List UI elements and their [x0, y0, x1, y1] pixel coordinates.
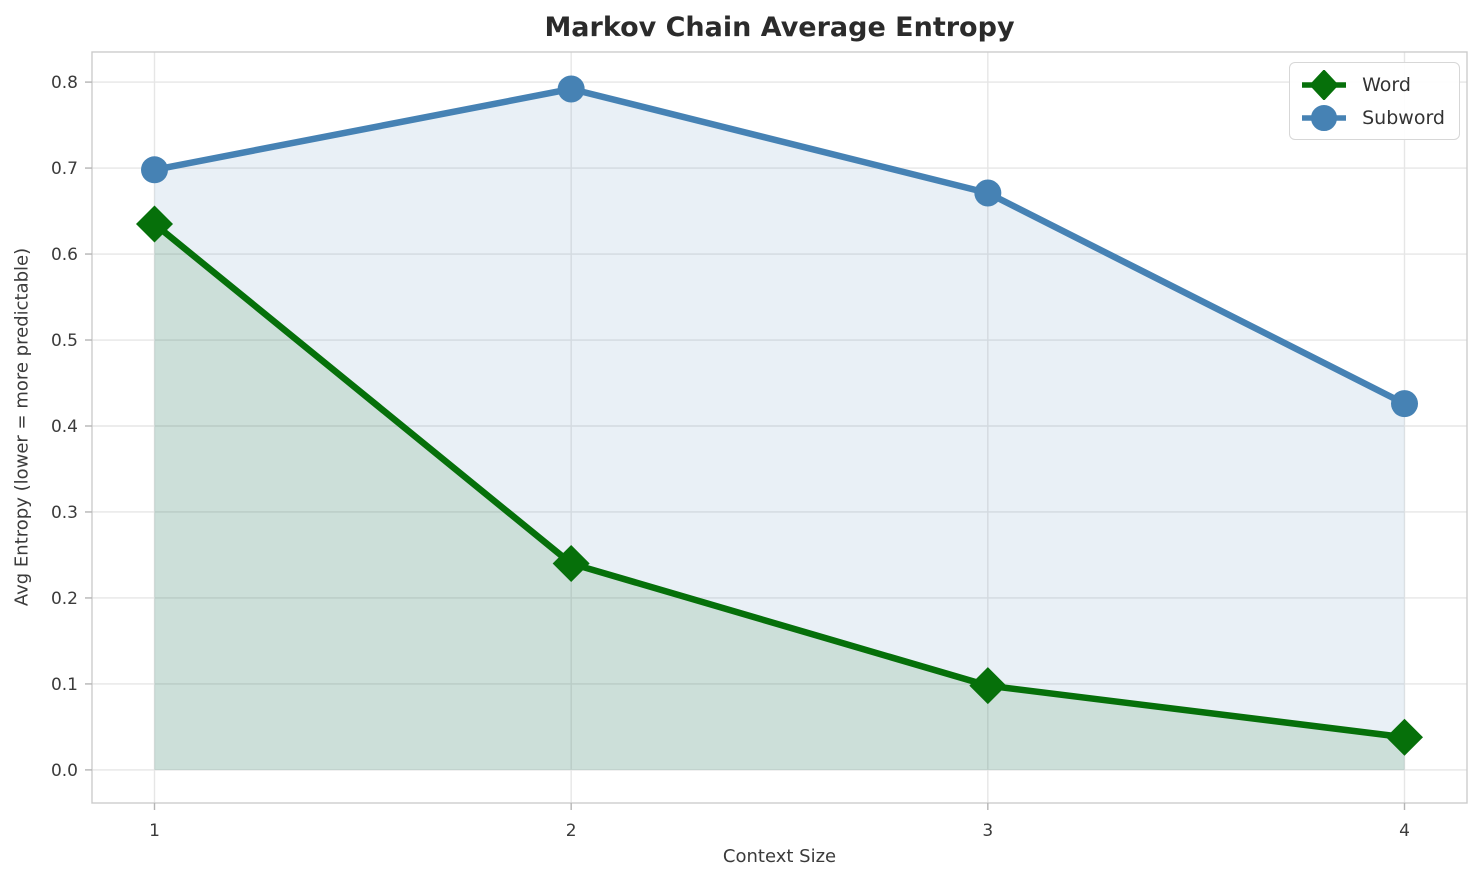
y-tick-label-0.6: 0.6	[51, 245, 78, 265]
x-axis-label: Context Size	[722, 846, 837, 867]
gridlines	[92, 52, 1467, 803]
plot-border	[91, 51, 1468, 804]
data-point-word-3	[969, 667, 1007, 705]
axis-ticks: 0.0 0.1 0.2 0.3 0.4 0.5 0.6 0.7 0.8 1 2 3 4	[51, 73, 1410, 841]
series-word-fill	[154, 223, 1405, 770]
legend-label-subword: Subword	[1362, 106, 1445, 129]
x-tick-label-4: 4	[1399, 821, 1410, 841]
y-tick-label-0.8: 0.8	[51, 73, 78, 93]
data-point-word-1	[136, 205, 173, 243]
x-tick-label-3: 3	[982, 821, 993, 841]
series-subword-line	[141, 75, 1418, 418]
word-diamond-icon	[1302, 69, 1347, 100]
legend: Word Subword	[1289, 62, 1460, 140]
data-point-word-2	[552, 545, 590, 583]
y-tick-label-0.0: 0.0	[51, 761, 78, 781]
series-subword-fill	[154, 88, 1405, 770]
subword-circle-icon	[1302, 104, 1347, 131]
x-tick-label-2: 2	[566, 821, 577, 841]
y-tick-label-0.4: 0.4	[51, 417, 78, 437]
data-point-subword-4	[1391, 390, 1418, 418]
data-point-word-4	[1386, 718, 1423, 756]
data-point-subword-2	[557, 75, 585, 103]
chart-title: Markov Chain Average Entropy	[544, 12, 1015, 43]
legend-item-subword: Subword	[1298, 101, 1445, 134]
y-tick-label-0.5: 0.5	[51, 331, 78, 351]
y-axis-label: Avg Entropy (lower = more predictable)	[11, 247, 33, 607]
y-tick-label-0.1: 0.1	[51, 675, 78, 695]
data-point-subword-3	[974, 179, 1002, 207]
y-tick-label-0.7: 0.7	[51, 159, 78, 179]
series-word-line	[136, 205, 1423, 756]
legend-label-word: Word	[1362, 73, 1411, 96]
y-tick-label-0.3: 0.3	[51, 503, 78, 523]
x-tick-label-1: 1	[149, 821, 160, 841]
legend-item-word: Word	[1298, 68, 1445, 101]
data-point-subword-1	[141, 156, 168, 184]
y-tick-label-0.2: 0.2	[51, 589, 78, 609]
